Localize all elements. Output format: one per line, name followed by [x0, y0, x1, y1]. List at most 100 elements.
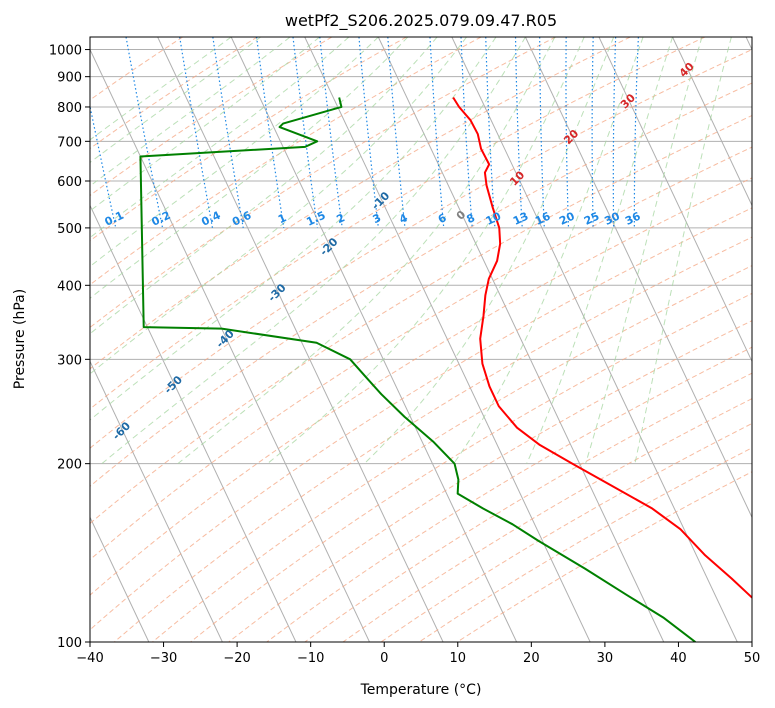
temperature-label: -60	[110, 419, 133, 442]
x-tick-label: 40	[670, 651, 687, 666]
moist-adiabat-line	[453, 37, 644, 464]
series-layer	[139, 96, 752, 642]
dry-adiabat-line	[342, 398, 752, 642]
isotherm-line	[90, 48, 370, 642]
moist-adiabat-line	[177, 37, 556, 465]
y-axis-label: Pressure (hPa)	[12, 289, 28, 389]
dry-adiabat-line	[90, 146, 752, 561]
mixing-ratio-label: 0.6	[230, 209, 253, 229]
dry-adiabat-line	[380, 422, 752, 642]
isotherm-line	[377, 37, 665, 642]
background-lines	[0, 37, 752, 642]
y-tick-label: 700	[57, 135, 82, 150]
y-tick-label: 100	[57, 636, 82, 651]
moist-adiabat-line	[267, 37, 585, 465]
mixing-ratio-label: 30	[602, 209, 622, 227]
mixing-ratio-label: 0.4	[199, 209, 222, 229]
dry-adiabat-line	[418, 447, 752, 642]
mixing-ratio-label: 25	[582, 210, 601, 228]
x-tick-label: 50	[744, 651, 761, 666]
x-tick-label: −10	[297, 651, 324, 666]
mixing-ratio-label: 20	[557, 209, 577, 227]
temperature-line	[452, 96, 752, 599]
mixing-ratio-label: 1	[276, 211, 288, 226]
y-tick-label: 600	[57, 175, 82, 190]
mixing-ratio-label: 0.1	[103, 209, 126, 229]
isotherm-line	[230, 37, 518, 642]
dry-adiabat-line	[304, 372, 752, 642]
y-tick-label: 800	[57, 101, 82, 116]
moist-adiabat-line	[101, 37, 526, 465]
dry-adiabat-line	[90, 37, 482, 286]
mixing-ratio-line	[255, 37, 285, 228]
mixing-ratio-line	[125, 37, 164, 229]
dry-adiabat-line	[90, 82, 752, 487]
mixing-ratio-label: 6	[436, 211, 449, 226]
plot-frame	[89, 36, 753, 643]
mixing-ratio-line	[633, 37, 639, 228]
x-tick-label: 10	[450, 651, 467, 666]
mixing-ratio-line	[319, 37, 343, 228]
x-tick-label: 30	[597, 651, 614, 666]
y-tick-label: 1000	[49, 44, 82, 59]
y-tick-label: 500	[57, 222, 82, 237]
moist-adiabat-line	[585, 37, 703, 464]
y-tick-label: 300	[57, 353, 82, 368]
y-tick-label: 400	[57, 279, 82, 294]
dry-adiabat-line	[90, 48, 752, 449]
mixing-ratio-label: 2	[335, 211, 347, 226]
dry-adiabat-line	[228, 320, 752, 642]
temperature-label: -30	[265, 281, 288, 304]
x-tick-label: −40	[76, 651, 103, 666]
mixing-ratio-line	[539, 37, 545, 228]
mixing-ratio-line	[90, 103, 117, 229]
moist-adiabat-line	[90, 37, 350, 239]
dry-adiabat-line	[266, 346, 752, 642]
dry-adiabat-line	[90, 114, 752, 525]
mixing-ratio-line	[179, 37, 214, 229]
isotherm-line	[745, 37, 752, 51]
mixing-ratio-line	[612, 37, 617, 228]
mixing-ratio-label: 10	[484, 209, 504, 227]
y-tick-label: 900	[57, 71, 82, 86]
dry-adiabat-line	[190, 292, 752, 642]
chart-title: wetPf2_S206.2025.079.09.47.R05	[285, 11, 557, 31]
x-axis-label: Temperature (°C)	[360, 682, 482, 698]
mixing-ratio-line	[358, 37, 379, 228]
mixing-ratio-line	[591, 37, 594, 228]
isotherm-line	[524, 37, 752, 519]
dewpoint-line	[139, 97, 696, 642]
mixing-ratio-line	[460, 37, 473, 228]
isotherm-line	[90, 204, 297, 642]
isotherm-line	[90, 360, 223, 642]
isotherm-line	[451, 37, 738, 642]
x-tick-label: 20	[523, 651, 540, 666]
moist-adiabat-line	[90, 37, 379, 268]
temperature-label: -10	[369, 189, 392, 212]
dry-adiabat-line	[152, 265, 752, 642]
mixing-ratio-label: 36	[623, 209, 643, 227]
mixing-ratio-label: 0.2	[149, 209, 172, 229]
isotherm-line	[598, 37, 752, 363]
axes-layer: −40 −30 −20 −10 0 10 20 30 40 5010020030040050060…	[49, 44, 760, 666]
temperature-label: 30	[618, 91, 638, 111]
dry-adiabat-line	[90, 207, 752, 631]
isotherm-line	[672, 37, 752, 207]
annotation-layer: 0.1 0.2 0.4 0.6 1 1.5 2 3 4 6 8 10 13 16 20 25 30 36-60-5…	[103, 60, 697, 443]
y-tick-label: 200	[57, 458, 82, 473]
mixing-ratio-label: 16	[533, 209, 553, 227]
dry-adiabat-line	[90, 37, 184, 101]
moist-adiabat-line	[634, 37, 732, 464]
isotherm-line	[0, 37, 2, 642]
temperature-label: 20	[561, 127, 581, 147]
x-tick-label: −30	[150, 651, 177, 666]
mixing-ratio-label: 4	[397, 211, 410, 226]
moist-adiabat-line	[364, 37, 615, 465]
mixing-ratio-line	[387, 37, 406, 228]
mixing-ratio-line	[429, 37, 445, 228]
dry-adiabat-line	[90, 37, 333, 197]
dry-adiabat-line	[90, 177, 752, 596]
dry-adiabat-line	[90, 37, 556, 329]
dry-adiabat-line	[90, 37, 407, 242]
